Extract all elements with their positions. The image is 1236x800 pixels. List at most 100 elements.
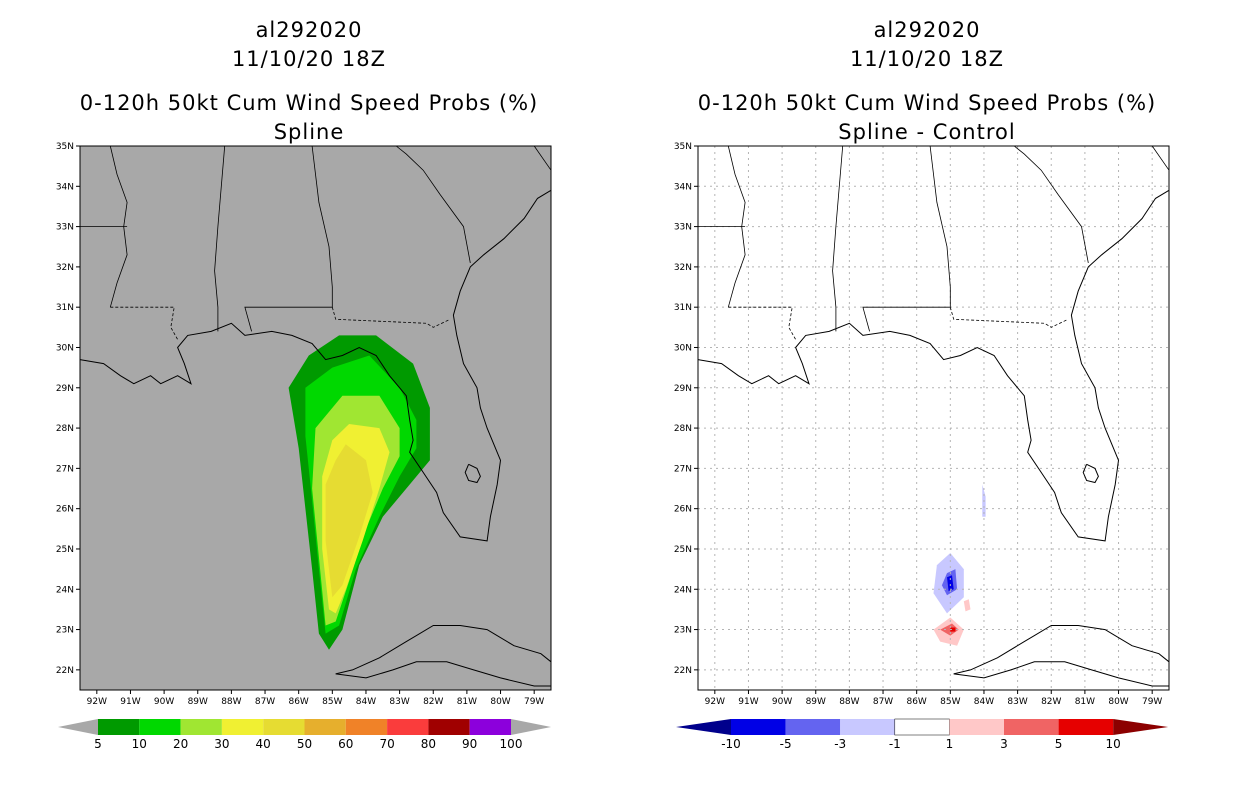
left-lon-label: 84W xyxy=(356,697,376,707)
right-lat-label: 25N xyxy=(674,545,692,555)
right-lon-label: 86W xyxy=(906,697,926,707)
left-lon-label: 88W xyxy=(221,697,241,707)
right-lat-label: 27N xyxy=(674,464,692,474)
left-coastline xyxy=(79,189,552,542)
left-lon-label: 81W xyxy=(457,697,477,707)
right-lat-label: 32N xyxy=(674,263,692,273)
right-panel: al292020 11/10/20 18Z 0-120h 50kt Cum Wi… xyxy=(618,0,1236,800)
left-colorbar-label: 10 xyxy=(132,737,147,751)
left-lon-label: 85W xyxy=(322,697,342,707)
left-border-6 xyxy=(395,145,471,263)
left-colorbar-swatch xyxy=(98,719,140,735)
left-cuba-north xyxy=(335,625,552,675)
right-coastline xyxy=(697,189,1170,542)
left-colorbar-label: 20 xyxy=(173,737,188,751)
left-colorbar-label: 40 xyxy=(256,737,271,751)
left-colorbar-label: 100 xyxy=(500,737,523,751)
right-colorbar-swatch xyxy=(894,718,950,736)
right-contour-2 xyxy=(947,575,954,592)
right-colorbar-label: 1 xyxy=(946,737,954,751)
left-lat-label: 28N xyxy=(56,424,74,434)
left-lon-label: 91W xyxy=(120,697,140,707)
left-lat-label: 32N xyxy=(56,263,74,273)
right-contour-5 xyxy=(940,623,959,636)
left-lat-label: 22N xyxy=(56,666,74,676)
left-colorbar-swatch xyxy=(263,719,305,735)
left-colorbar-label: 60 xyxy=(338,737,353,751)
right-lat-label: 30N xyxy=(674,343,692,353)
left-colorbar-swatch xyxy=(304,719,346,735)
left-colorbar-swatch xyxy=(139,719,181,735)
right-contour-7 xyxy=(963,599,971,612)
left-border-3 xyxy=(214,145,226,332)
right-border-6 xyxy=(1013,145,1089,263)
left-lon-label: 83W xyxy=(389,697,409,707)
left-lat-label: 34N xyxy=(56,182,74,192)
right-lat-label: 26N xyxy=(674,505,692,515)
left-lat-label: 29N xyxy=(56,384,74,394)
right-lon-label: 84W xyxy=(974,697,994,707)
left-lon-label: 90W xyxy=(154,697,174,707)
right-lat-label: 23N xyxy=(674,626,692,636)
right-lon-label: 82W xyxy=(1041,697,1061,707)
left-product-title: 0-120h 50kt Cum Wind Speed Probs (%) xyxy=(79,91,539,115)
right-lon-label: 83W xyxy=(1007,697,1027,707)
left-date: 11/10/20 18Z xyxy=(231,47,387,71)
left-lat-label: 31N xyxy=(56,303,74,313)
right-lon-label: 88W xyxy=(839,697,859,707)
left-colorbar-swatch xyxy=(221,719,264,735)
left-lat-label: 23N xyxy=(56,626,74,636)
right-colorbar-label: 5 xyxy=(1055,737,1063,751)
left-map: 35N 34N 33N 32N 31N 30N 29N 28N 27N 26N 25N 24N 23N 2… xyxy=(56,142,552,751)
left-lon-label: 79W xyxy=(524,697,544,707)
left-cuba-south xyxy=(335,661,551,687)
left-plot-frame xyxy=(79,145,552,691)
right-colorbar-swatch xyxy=(840,719,895,735)
right-lat-label: 33N xyxy=(674,223,692,233)
right-lon-label: 92W xyxy=(705,697,725,707)
left-border-2 xyxy=(110,306,178,340)
right-lake-okeechobee xyxy=(1082,463,1099,484)
right-colorbar-label: 3 xyxy=(1000,737,1008,751)
right-border-5 xyxy=(949,307,1069,328)
left-panel: al292020 11/10/20 18Z 0-120h 50kt Cum Wi… xyxy=(56,18,552,751)
right-colorbar-swatch xyxy=(731,719,786,735)
right-lat-label: 22N xyxy=(674,666,692,676)
right-border-7 xyxy=(1151,145,1170,171)
left-lon-label: 92W xyxy=(87,697,107,707)
right-colorbar-high-arrow xyxy=(1113,719,1169,735)
right-plot-background xyxy=(698,146,1169,690)
right-lat-label: 34N xyxy=(674,182,692,192)
left-colorbar-label: 80 xyxy=(421,737,436,751)
right-lon-label: 89W xyxy=(806,697,826,707)
left-subtitle: Spline xyxy=(273,120,345,144)
left-lat-label: 26N xyxy=(56,505,74,515)
right-colorbar-swatch xyxy=(1004,719,1059,735)
left-lat-label: 33N xyxy=(56,223,74,233)
left-colorbar-swatch xyxy=(469,719,511,735)
right-storm-id: al292020 xyxy=(873,18,981,42)
right-lat-label: 28N xyxy=(674,424,692,434)
right-product-title: 0-120h 50kt Cum Wind Speed Probs (%) xyxy=(697,91,1157,115)
right-lon-label: 91W xyxy=(738,697,758,707)
left-lake-okeechobee xyxy=(464,463,481,484)
left-colorbar-swatch xyxy=(345,719,388,735)
right-subtitle: Spline - Control xyxy=(838,120,1016,144)
right-colorbar-label: 10 xyxy=(1106,737,1121,751)
left-lat-label: 25N xyxy=(56,545,74,555)
right-border-2 xyxy=(728,306,796,340)
left-border-4 xyxy=(244,145,333,332)
right-cuba-south xyxy=(953,661,1169,687)
right-colorbar-low-arrow xyxy=(676,719,731,735)
right-lat-label: 35N xyxy=(674,142,692,152)
right-colorbar-swatch xyxy=(1058,719,1114,735)
left-colorbar-low-arrow xyxy=(58,719,98,735)
right-plot-frame xyxy=(697,145,1170,691)
left-colorbar-label: 5 xyxy=(94,737,102,751)
left-colorbar-label: 50 xyxy=(297,737,312,751)
left-lat-label: 27N xyxy=(56,464,74,474)
left-lat-label: 35N xyxy=(56,142,74,152)
left-colorbar-label: 90 xyxy=(462,737,477,751)
right-border-3 xyxy=(832,145,844,332)
right-cuba-north xyxy=(953,625,1170,675)
